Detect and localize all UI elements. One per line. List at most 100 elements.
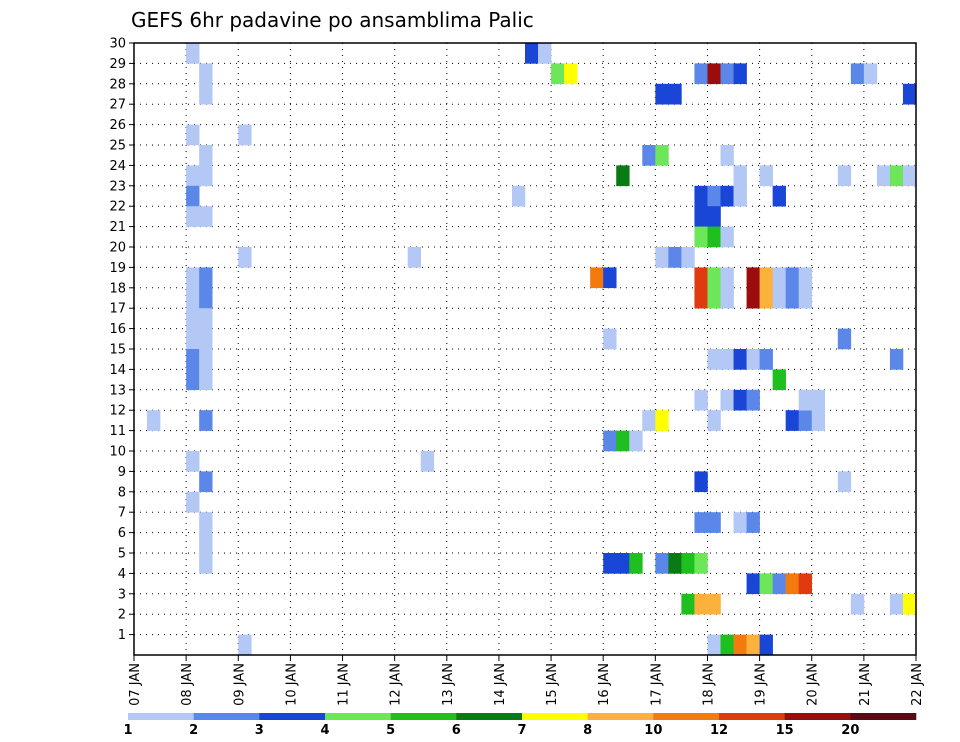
heatmap-cell xyxy=(707,63,721,85)
heatmap-cell xyxy=(707,410,721,431)
heatmap-cell xyxy=(746,287,760,309)
colorbar-label: 8 xyxy=(583,723,592,738)
heatmap-cell xyxy=(655,83,669,105)
heatmap-cell xyxy=(746,267,760,289)
heatmap-cell xyxy=(863,63,878,85)
heatmap-cell xyxy=(199,512,213,533)
y-tick-label: 13 xyxy=(109,383,126,398)
heatmap-cell xyxy=(746,573,760,595)
heatmap-cell xyxy=(199,369,213,391)
heatmap-cell xyxy=(772,185,786,207)
heatmap-cell xyxy=(759,165,773,187)
x-tick-label: 17 JAN xyxy=(649,663,664,706)
heatmap-cell xyxy=(811,410,826,431)
heatmap-cell xyxy=(707,267,721,289)
heatmap-cell xyxy=(902,593,917,615)
heatmap-cell xyxy=(759,634,773,656)
heatmap-cell xyxy=(681,593,695,615)
colorbar-label: 20 xyxy=(841,723,859,738)
heatmap-cell xyxy=(694,512,708,533)
colorbar-segment xyxy=(390,713,457,720)
colorbar-segment xyxy=(653,713,720,720)
x-tick-label: 14 JAN xyxy=(493,663,508,706)
heatmap-cell xyxy=(837,471,852,493)
heatmap-cell xyxy=(199,206,213,227)
x-tick-label: 12 JAN xyxy=(389,663,404,706)
heatmap-cell xyxy=(603,328,617,350)
heatmap-cell xyxy=(186,328,200,350)
heatmap-cell xyxy=(186,491,200,513)
heatmap-cell xyxy=(199,553,213,574)
colorbar-label: 10 xyxy=(644,723,662,738)
heatmap-cell xyxy=(186,124,200,146)
heatmap-cell xyxy=(733,634,747,656)
y-tick-label: 12 xyxy=(109,404,126,419)
heatmap-cells xyxy=(147,43,917,656)
heatmap-cell xyxy=(889,165,904,187)
heatmap-cell xyxy=(720,349,734,370)
heatmap-cell xyxy=(199,267,213,289)
heatmap-cell xyxy=(420,451,435,472)
heatmap-cell xyxy=(785,410,799,431)
heatmap-cell xyxy=(694,185,708,207)
heatmap-cell xyxy=(785,287,799,309)
heatmap-cell xyxy=(720,185,734,207)
heatmap-cell xyxy=(186,43,200,64)
heatmap-cell xyxy=(720,226,734,248)
heatmap-cell xyxy=(199,165,213,187)
heatmap-cell xyxy=(238,124,252,146)
heatmap-cell xyxy=(759,287,773,309)
y-tick-label: 16 xyxy=(109,322,126,337)
x-tick-label: 15 JAN xyxy=(545,663,560,706)
heatmap-cell xyxy=(186,308,200,329)
y-tick-label: 22 xyxy=(109,200,126,215)
heatmap-cell xyxy=(655,247,669,268)
heatmap-cell xyxy=(199,349,213,370)
y-tick-label: 3 xyxy=(118,587,126,602)
heatmap-cell xyxy=(186,369,200,391)
heatmap-cell xyxy=(733,165,747,187)
axes: 1234567891011121314151617181920212223242… xyxy=(109,37,925,706)
heatmap-cell xyxy=(238,634,252,656)
heatmap-cell xyxy=(850,63,865,85)
y-tick-label: 5 xyxy=(118,547,126,562)
heatmap-cell xyxy=(655,145,669,166)
heatmap-cell xyxy=(694,389,708,411)
colorbar-label: 6 xyxy=(452,723,461,738)
y-tick-label: 27 xyxy=(109,98,126,113)
colorbar-segment xyxy=(325,713,391,720)
heatmap-cell xyxy=(199,471,213,493)
y-tick-label: 24 xyxy=(109,159,126,174)
heatmap-cell xyxy=(199,308,213,329)
heatmap-cell xyxy=(811,389,826,411)
heatmap-cell xyxy=(551,63,565,85)
heatmap-cell xyxy=(642,145,656,166)
heatmap-cell xyxy=(733,185,747,207)
heatmap-cell xyxy=(238,247,252,268)
y-tick-label: 19 xyxy=(109,261,126,276)
y-tick-label: 17 xyxy=(109,302,126,317)
colorbar-segment xyxy=(784,713,851,720)
heatmap-cell xyxy=(707,593,721,615)
heatmap-cell xyxy=(798,573,813,595)
y-tick-label: 7 xyxy=(118,506,126,521)
y-tick-label: 23 xyxy=(109,179,126,194)
heatmap-cell xyxy=(720,267,734,289)
y-tick-label: 25 xyxy=(109,139,126,154)
heatmap-cell xyxy=(733,512,747,533)
heatmap-cell xyxy=(707,185,721,207)
x-tick-label: 09 JAN xyxy=(232,663,247,706)
y-tick-label: 26 xyxy=(109,118,126,133)
heatmap-cell xyxy=(603,267,617,289)
heatmap-cell xyxy=(694,63,708,85)
y-tick-label: 15 xyxy=(109,343,126,358)
heatmap-cell xyxy=(694,287,708,309)
heatmap-cell xyxy=(616,430,630,452)
heatmap-cell xyxy=(199,328,213,350)
heatmap-cell xyxy=(186,349,200,370)
heatmap-cell xyxy=(798,287,813,309)
heatmap-cell xyxy=(837,328,852,350)
heatmap-cell xyxy=(876,165,891,187)
heatmap-cell xyxy=(694,553,708,574)
